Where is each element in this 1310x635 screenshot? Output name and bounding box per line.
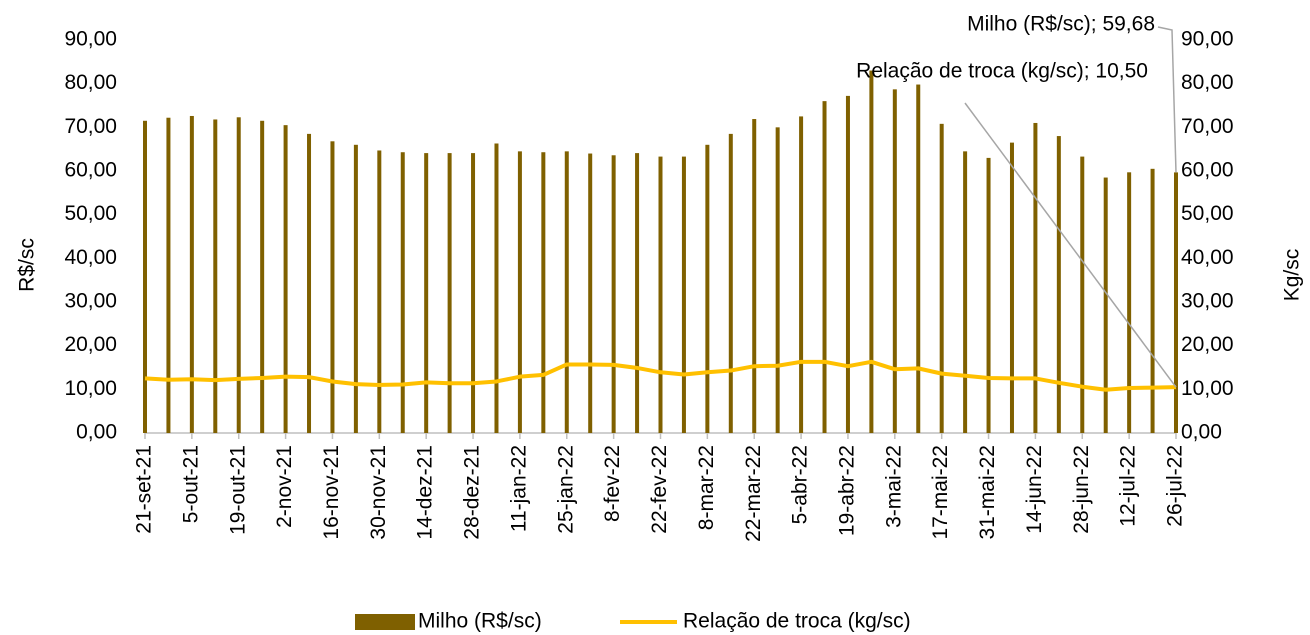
x-tick-label: 8-fev-22 xyxy=(601,445,624,522)
x-tick-label: 19-abr-22 xyxy=(836,445,859,536)
bar xyxy=(635,153,640,433)
data-label: Relação de troca (kg/sc); 10,50 xyxy=(856,60,1148,83)
bar xyxy=(1080,156,1085,433)
bar xyxy=(330,141,335,433)
bar xyxy=(1174,172,1178,433)
y-tick-label: 90,00 xyxy=(64,28,117,51)
bar xyxy=(471,153,476,433)
bar xyxy=(916,84,921,433)
bar xyxy=(939,123,944,433)
bar xyxy=(143,120,147,434)
y-tick-label: 40,00 xyxy=(64,246,117,269)
legend-label: Relação de troca (kg/sc) xyxy=(683,610,911,633)
x-tick-label: 19-out-21 xyxy=(226,445,249,535)
bar xyxy=(728,133,733,433)
y2-tick-label: 0,00 xyxy=(1181,421,1222,444)
line xyxy=(144,359,1177,392)
y2-axis-title: Kg/sc xyxy=(1281,249,1304,302)
bar xyxy=(681,156,686,433)
y2-tick-label: 30,00 xyxy=(1181,290,1234,313)
x-tick-label: 12-jul-22 xyxy=(1117,445,1140,527)
y2-tick-label: 50,00 xyxy=(1181,202,1234,225)
bar xyxy=(869,70,874,434)
leader-line xyxy=(964,102,1177,388)
bar xyxy=(307,133,312,433)
bar xyxy=(189,115,194,433)
bar xyxy=(1056,136,1061,434)
y-axis-title: R$/sc xyxy=(16,238,39,292)
y-tick-label: 10,00 xyxy=(64,377,117,400)
x-tick-label: 3-mai-22 xyxy=(882,445,905,528)
y-tick-label: 60,00 xyxy=(64,159,117,182)
y2-tick-label: 60,00 xyxy=(1181,159,1234,182)
bar xyxy=(588,153,593,434)
y2-tick-label: 90,00 xyxy=(1181,28,1234,51)
y2-tick-label: 80,00 xyxy=(1181,71,1234,94)
y-tick-label: 0,00 xyxy=(76,421,117,444)
bar xyxy=(658,156,663,433)
y-tick-label: 70,00 xyxy=(64,115,117,138)
bar xyxy=(1033,122,1038,433)
bar xyxy=(447,153,452,433)
bar xyxy=(986,157,991,433)
bar xyxy=(213,119,218,434)
bar xyxy=(400,152,405,433)
bar xyxy=(752,119,757,433)
x-tick-label: 31-mai-22 xyxy=(976,445,999,540)
bar xyxy=(845,95,850,433)
x-tick-label: 28-dez-21 xyxy=(461,445,484,540)
x-tick-label: 11-jan-22 xyxy=(507,445,530,532)
bar xyxy=(799,116,804,434)
bar xyxy=(494,143,499,434)
x-tick-label: 2-nov-21 xyxy=(273,445,296,528)
bar xyxy=(1127,172,1132,433)
y2-tick-label: 40,00 xyxy=(1181,246,1234,269)
bar xyxy=(822,101,827,433)
x-tick-label: 30-nov-21 xyxy=(367,445,390,540)
bar xyxy=(963,151,968,433)
bar xyxy=(1009,142,1014,433)
y2-tick-label: 20,00 xyxy=(1181,333,1234,356)
y2-tick-label: 70,00 xyxy=(1181,115,1234,138)
x-tick-label: 28-jun-22 xyxy=(1070,445,1093,534)
x-tick-label: 5-abr-22 xyxy=(789,445,812,524)
x-tick-label: 21-set-21 xyxy=(133,445,156,534)
legend-label: Milho (R$/sc) xyxy=(418,610,542,633)
bar xyxy=(377,150,382,433)
bar xyxy=(353,144,358,434)
x-tick-label: 22-fev-22 xyxy=(648,445,671,534)
x-tick-label: 26-jul-22 xyxy=(1164,445,1187,527)
leader-line xyxy=(1157,26,1177,173)
x-tick-label: 16-nov-21 xyxy=(320,445,343,540)
x-tick-label: 17-mai-22 xyxy=(929,445,952,540)
x-tick-label: 25-jan-22 xyxy=(554,445,577,534)
bar xyxy=(541,152,546,433)
data-label: Milho (R$/sc); 59,68 xyxy=(967,13,1155,36)
y-tick-label: 20,00 xyxy=(64,333,117,356)
x-tick-label: 14-dez-21 xyxy=(414,445,437,540)
bar xyxy=(775,127,780,433)
bar xyxy=(424,153,429,433)
bar xyxy=(260,120,265,434)
bar xyxy=(283,125,288,434)
y-tick-label: 50,00 xyxy=(64,202,117,225)
bar xyxy=(517,151,522,433)
y-tick-label: 30,00 xyxy=(64,290,117,313)
bar xyxy=(1150,168,1155,434)
legend-swatch xyxy=(355,614,415,630)
x-tick-label: 22-mar-22 xyxy=(742,445,765,542)
bar xyxy=(564,151,569,433)
x-tick-label: 14-jun-22 xyxy=(1023,445,1046,534)
x-tick-label: 5-out-21 xyxy=(179,445,202,523)
bar xyxy=(236,117,241,433)
bar xyxy=(892,89,897,434)
bar xyxy=(166,117,171,433)
bar xyxy=(705,144,710,434)
y2-tick-label: 10,00 xyxy=(1181,377,1234,400)
y-tick-label: 80,00 xyxy=(64,71,117,94)
bar xyxy=(611,155,616,433)
x-tick-label: 8-mar-22 xyxy=(695,445,718,530)
bar xyxy=(1103,177,1108,433)
